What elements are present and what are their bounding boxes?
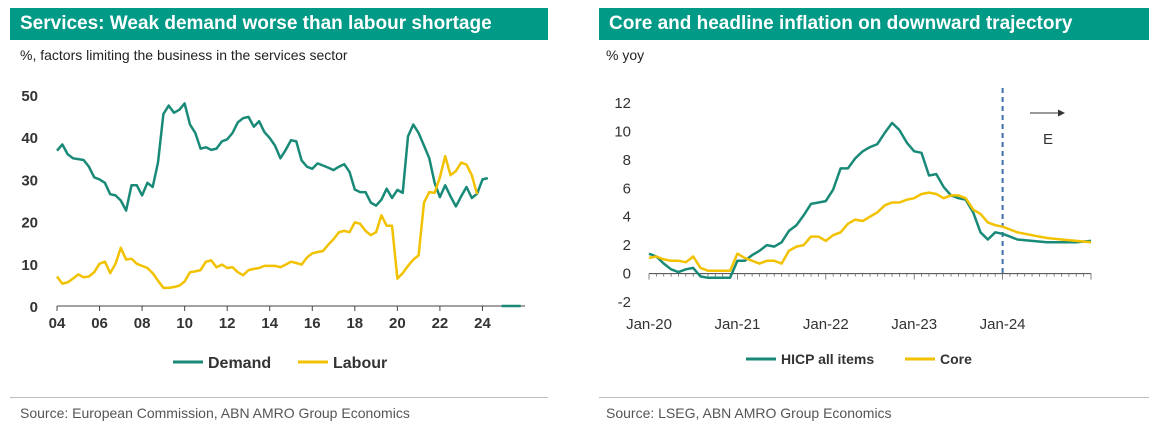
right-chart-panel: Core and headline inflation on downward …	[589, 0, 1149, 433]
y-tick-label: 6	[623, 180, 631, 197]
x-tick-label: 14	[261, 315, 278, 332]
x-tick-label: 06	[91, 315, 108, 332]
chart-title: Core and headline inflation on downward …	[599, 8, 1149, 40]
y-tick-label: 0	[30, 299, 38, 316]
y-tick-label: 10	[614, 123, 631, 140]
x-tick-label: 22	[432, 315, 449, 332]
chart-subtitle: % yoy	[606, 47, 645, 63]
x-tick-label: Jan-23	[891, 316, 937, 333]
left-chart-panel: Services: Weak demand worse than labour …	[0, 0, 560, 433]
y-tick-label: 30	[21, 172, 38, 189]
x-tick-label: Jan-21	[714, 316, 760, 333]
x-tick-label: Jan-24	[980, 316, 1026, 333]
chart-subtitle: %, factors limiting the business in the …	[20, 47, 348, 63]
series-line-hicp-all-items	[648, 121, 1092, 280]
y-tick-label: 10	[21, 257, 38, 274]
x-tick-label: 20	[389, 315, 406, 332]
y-tick-label: 40	[21, 130, 38, 147]
legend-label-demand: Demand	[208, 355, 271, 372]
x-tick-label: 08	[134, 315, 151, 332]
divider	[599, 397, 1149, 398]
source-note: Source: European Commission, ABN AMRO Gr…	[20, 405, 410, 421]
series-line-demand	[56, 102, 489, 212]
y-tick-label: -2	[618, 294, 631, 311]
x-tick-label: 24	[474, 315, 491, 332]
source-note: Source: LSEG, ABN AMRO Group Economics	[606, 405, 892, 421]
x-tick-label: Jan-22	[803, 316, 849, 333]
left-chart-svg: 0 10 20 30 40 50 04 06 08 10 12 14 16 18 20 22 24 Demand L…	[21, 88, 525, 372]
right-chart-svg: -2 0 2 4 6 8 10 12 Jan-20 Jan-21 Jan-22 Jan-23 Jan-2…	[614, 88, 1092, 367]
legend-label-labour: Labour	[333, 355, 387, 372]
divider	[10, 397, 548, 398]
legend-label-hicp-all-items: HICP all items	[781, 351, 874, 367]
x-tick-label: 16	[304, 315, 321, 332]
y-tick-label: 4	[623, 209, 631, 226]
y-tick-label: 20	[21, 215, 38, 232]
x-tick-label: 10	[176, 315, 193, 332]
series-line-labour	[55, 154, 479, 290]
forecast-arrow-head	[1058, 109, 1065, 117]
x-tick-label: 18	[346, 315, 363, 332]
x-tick-label: 12	[219, 315, 236, 332]
y-tick-label: 50	[21, 88, 38, 105]
y-tick-label: 2	[623, 237, 631, 254]
legend-label-core: Core	[940, 351, 972, 367]
series-line-core	[648, 191, 1092, 272]
chart-title: Services: Weak demand worse than labour …	[10, 8, 548, 40]
y-tick-label: 12	[614, 95, 631, 112]
x-tick-label: Jan-20	[626, 316, 672, 333]
x-tick-label: 04	[49, 315, 66, 332]
y-tick-label: 8	[623, 152, 631, 169]
forecast-label: E	[1043, 131, 1053, 148]
y-tick-label: 0	[623, 266, 631, 283]
